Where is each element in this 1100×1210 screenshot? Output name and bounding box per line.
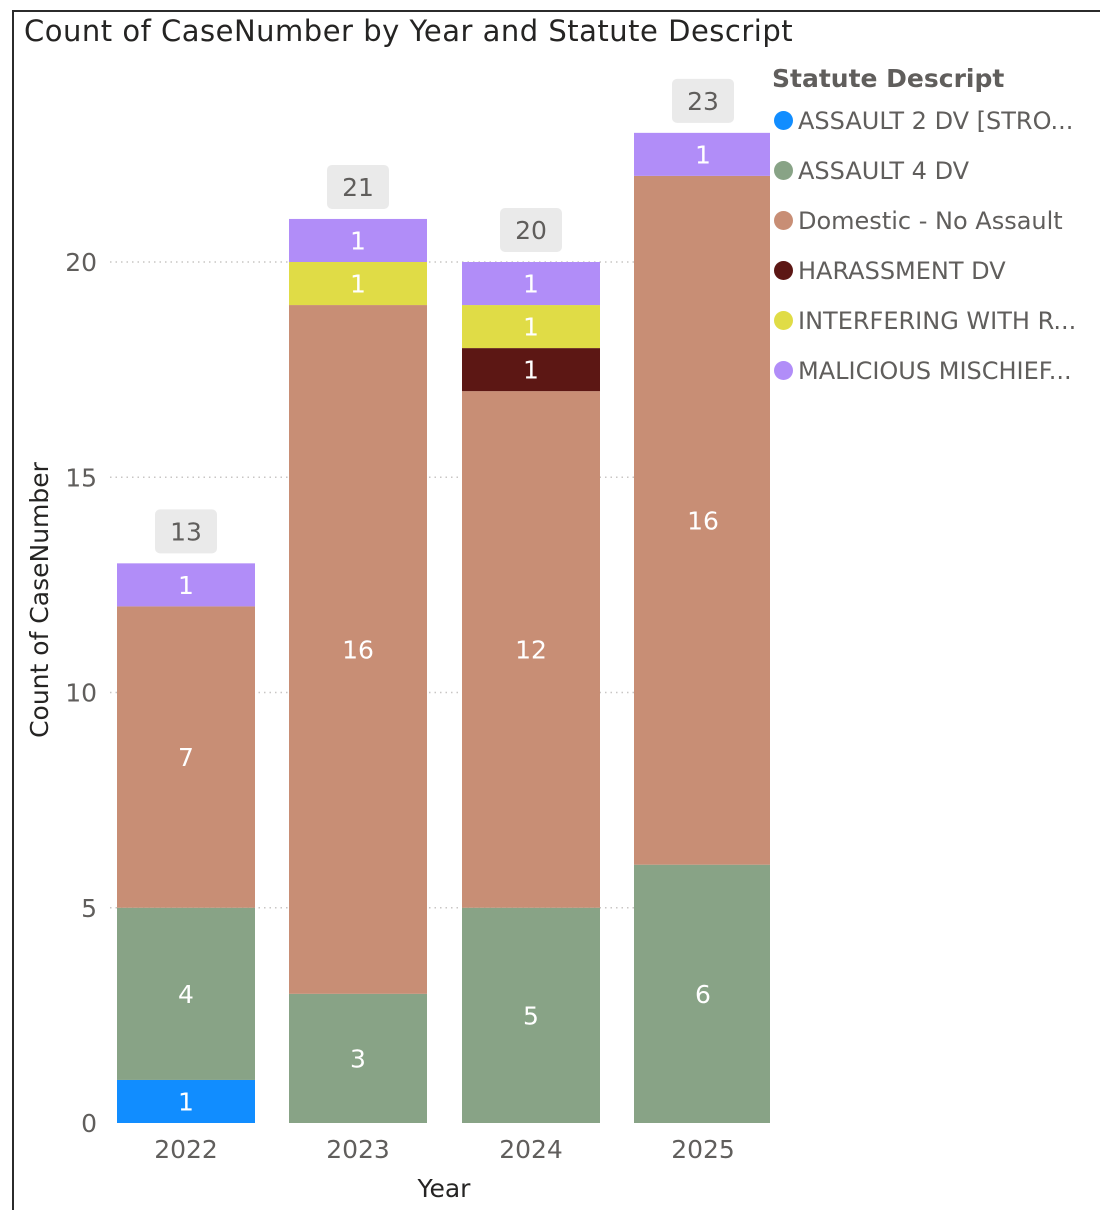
legend-item[interactable]: ASSAULT 4 DV bbox=[772, 146, 1092, 196]
bar-segment bbox=[462, 907, 600, 1123]
x-tick-label: 2025 bbox=[671, 1135, 735, 1164]
bar-segment bbox=[634, 175, 770, 865]
legend-label: INTERFERING WITH R... bbox=[798, 307, 1077, 335]
bar-segment bbox=[634, 132, 770, 176]
y-tick-label: 10 bbox=[65, 679, 97, 708]
data-label: 1 bbox=[695, 140, 711, 169]
legend-marker-icon bbox=[774, 211, 793, 230]
bar-segment bbox=[289, 993, 427, 1123]
data-label: 3 bbox=[350, 1044, 366, 1073]
bar-segment bbox=[462, 391, 600, 908]
total-badge bbox=[155, 509, 217, 554]
bar-segment bbox=[462, 348, 600, 392]
bar-segment bbox=[289, 262, 427, 306]
data-label: 1 bbox=[523, 270, 539, 299]
data-label: 1 bbox=[350, 270, 366, 299]
bar-segment bbox=[117, 907, 255, 1080]
bar-segment bbox=[117, 563, 255, 607]
legend-label: MALICIOUS MISCHIEF... bbox=[798, 357, 1072, 385]
legend-item[interactable]: Domestic - No Assault bbox=[772, 196, 1092, 246]
legend-marker-icon bbox=[774, 311, 793, 330]
data-label: 1 bbox=[178, 571, 194, 600]
chart-frame bbox=[12, 10, 1100, 1210]
data-label: 16 bbox=[342, 635, 374, 664]
legend-marker-icon bbox=[774, 361, 793, 380]
data-label: 6 bbox=[695, 980, 711, 1009]
data-label: 1 bbox=[523, 356, 539, 385]
total-label: 20 bbox=[515, 216, 547, 245]
bar-segment bbox=[117, 1079, 255, 1123]
total-badge bbox=[672, 78, 734, 123]
y-tick-label: 20 bbox=[65, 248, 97, 277]
legend-item[interactable]: ASSAULT 2 DV [STRO... bbox=[772, 96, 1092, 146]
legend-label: ASSAULT 2 DV [STRO... bbox=[798, 107, 1074, 135]
legend-marker-icon bbox=[774, 111, 793, 130]
data-label: 4 bbox=[178, 980, 194, 1009]
y-tick-label: 0 bbox=[81, 1109, 97, 1138]
legend-item[interactable]: HARASSMENT DV bbox=[772, 246, 1092, 296]
data-label: 1 bbox=[523, 313, 539, 342]
legend-item[interactable]: MALICIOUS MISCHIEF... bbox=[772, 346, 1092, 396]
data-label: 7 bbox=[178, 743, 194, 772]
legend-label: ASSAULT 4 DV bbox=[798, 157, 970, 185]
data-label: 5 bbox=[523, 1001, 539, 1030]
data-label: 12 bbox=[515, 635, 547, 664]
bar-segment bbox=[289, 218, 427, 262]
legend-marker-icon bbox=[774, 161, 793, 180]
legend-label: HARASSMENT DV bbox=[798, 257, 1006, 285]
bar-segment bbox=[634, 864, 770, 1123]
data-label: 1 bbox=[178, 1087, 194, 1116]
legend-label: Domestic - No Assault bbox=[798, 207, 1063, 235]
legend-item[interactable]: INTERFERING WITH R... bbox=[772, 296, 1092, 346]
y-tick-label: 15 bbox=[65, 463, 97, 492]
data-label: 16 bbox=[687, 506, 719, 535]
total-label: 21 bbox=[342, 173, 374, 202]
bar-segment bbox=[462, 262, 600, 306]
x-tick-label: 2022 bbox=[154, 1135, 218, 1164]
legend: Statute Descript ASSAULT 2 DV [STRO... AS… bbox=[772, 62, 1092, 396]
bar-segment bbox=[462, 305, 600, 349]
legend-marker-icon bbox=[774, 261, 793, 280]
y-axis-title: Count of CaseNumber bbox=[25, 461, 54, 738]
total-label: 23 bbox=[687, 87, 719, 116]
total-label: 13 bbox=[170, 517, 202, 546]
x-tick-label: 2023 bbox=[326, 1135, 390, 1164]
y-tick-label: 5 bbox=[81, 894, 97, 923]
bar-segment bbox=[117, 606, 255, 908]
bar-segment bbox=[289, 305, 427, 994]
chart-title: Count of CaseNumber by Year and Statute … bbox=[24, 14, 794, 48]
x-axis-title: Year bbox=[417, 1174, 472, 1203]
data-label: 1 bbox=[350, 226, 366, 255]
x-tick-label: 2024 bbox=[499, 1135, 563, 1164]
total-badge bbox=[500, 208, 562, 252]
total-badge bbox=[327, 164, 389, 209]
legend-title: Statute Descript bbox=[772, 64, 1005, 93]
